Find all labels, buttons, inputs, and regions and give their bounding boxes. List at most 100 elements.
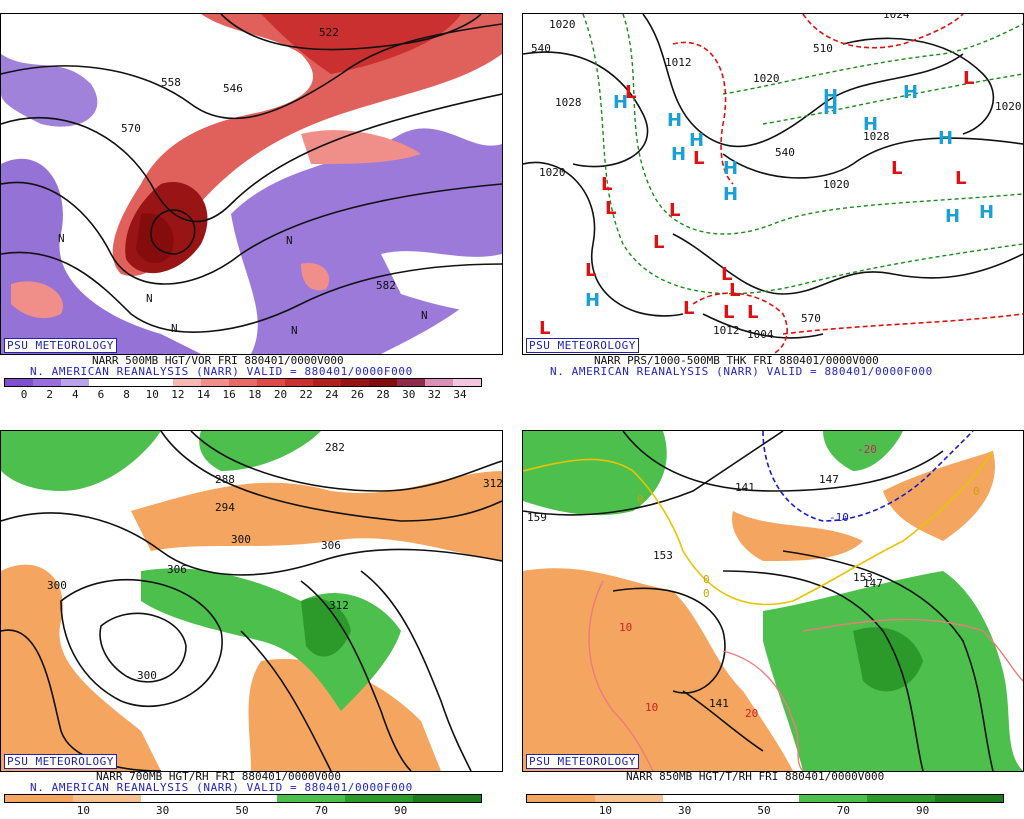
contour-label: 20 (745, 707, 758, 720)
low-pressure-marker: L (683, 298, 694, 319)
contour-label: 306 (167, 563, 187, 576)
colorbar-tick-label: 26 (350, 388, 365, 401)
high-pressure-marker: H (945, 206, 960, 227)
colorbar-tick-label: 2 (46, 388, 53, 401)
rh850-colorbar-ticks: 10 30 50 70 90 (526, 804, 1002, 818)
contour-label: 147 (863, 577, 883, 590)
high-pressure-marker: H (938, 128, 953, 149)
contour-label: 1004 (747, 328, 774, 341)
panel-500mb-vorticity: 522 546 558 570 582 N N N N N N PSU METEOROLOGY NA… (0, 0, 505, 405)
contour-label: 141 (735, 481, 755, 494)
colorbar-swatch (229, 379, 257, 386)
colorbar-swatch (73, 795, 141, 802)
psu-badge: PSU METEOROLOGY (4, 754, 117, 769)
contour-label: 0 (973, 485, 980, 498)
contour-label: -10 (829, 511, 849, 524)
colorbar-tick-label: 18 (248, 388, 262, 401)
high-pressure-marker: H (863, 114, 878, 135)
colorbar-swatch (285, 379, 313, 386)
contour-label: 294 (215, 501, 235, 514)
vorticity-colorbar (4, 378, 482, 387)
colorbar-swatch (345, 795, 413, 802)
panel-700mb-rh: 282 288 294 300 306 312 306 300 312 300 PSU METEO… (0, 417, 505, 819)
colorbar-tick-label: 90 (394, 804, 408, 817)
contour-label: 0 (637, 493, 644, 506)
contour-label: 1020 (753, 72, 780, 85)
colorbar-swatch (413, 795, 481, 802)
low-pressure-marker: L (653, 232, 664, 253)
contour-label: 0 (703, 573, 710, 586)
colorbar-tick-label: 10 (76, 804, 90, 817)
high-pressure-marker: H (979, 202, 994, 223)
low-pressure-marker: L (585, 260, 596, 281)
colorbar-swatch (527, 795, 595, 802)
colorbar-tick-label: 70 (314, 804, 328, 817)
colorbar-tick-label: 8 (123, 388, 130, 401)
low-pressure-marker: L (605, 198, 616, 219)
colorbar-swatch (117, 379, 145, 386)
contour-label: N (58, 232, 65, 245)
map-valid-caption: N. AMERICAN REANALYSIS (NARR) VALID = 88… (30, 781, 413, 794)
low-pressure-marker: L (963, 68, 974, 89)
high-pressure-marker: H (671, 144, 686, 165)
low-pressure-marker: L (693, 148, 704, 169)
contour-label: 546 (223, 82, 243, 95)
colorbar-tick-label: 20 (273, 388, 288, 401)
colorbar-tick-label: 90 (916, 804, 930, 817)
contour-label: 1020 (995, 100, 1022, 113)
contour-label: 312 (329, 599, 349, 612)
psu-badge: PSU METEOROLOGY (4, 338, 117, 353)
contour-label: N (286, 234, 293, 247)
colorbar-tick-label: 50 (235, 804, 249, 817)
colorbar-tick-label: 30 (156, 804, 170, 817)
contour-label: 1024 (883, 14, 910, 21)
colorbar-tick-label: 12 (171, 388, 185, 401)
low-pressure-marker: L (955, 168, 966, 189)
high-pressure-marker: H (723, 184, 738, 205)
colorbar-swatch (209, 795, 277, 802)
rh850-colorbar (526, 794, 1004, 803)
rh850-map: 159 153 147 141 147 153 141 -20 -10 0 0 10 10 20 0 0 (522, 430, 1024, 772)
high-pressure-marker: H (723, 158, 738, 179)
colorbar-swatch (257, 379, 285, 386)
colorbar-tick-label: 0 (20, 388, 28, 401)
contour-label: 582 (376, 279, 396, 292)
colorbar-swatch (145, 379, 173, 386)
contour-label: 540 (531, 42, 551, 55)
colorbar-swatch (663, 795, 731, 802)
colorbar-tick-label: 10 (598, 804, 612, 817)
colorbar-tick-label: 4 (71, 388, 79, 401)
map-valid-caption: N. AMERICAN REANALYSIS (NARR) VALID = 88… (550, 365, 933, 378)
contour-label: 159 (527, 511, 547, 524)
contour-label: 1012 (665, 56, 692, 69)
colorbar-tick-label: 70 (836, 804, 850, 817)
contour-label: N (146, 292, 153, 305)
contour-label: 300 (47, 579, 67, 592)
low-pressure-marker: L (625, 82, 636, 103)
contour-label: 288 (215, 473, 235, 486)
colorbar-swatch (935, 795, 1003, 802)
colorbar-swatch (89, 379, 117, 386)
colorbar-swatch (61, 379, 89, 386)
high-pressure-marker: H (903, 82, 918, 103)
rh-colorbar-ticks: 10 30 50 70 90 (4, 804, 480, 818)
high-pressure-marker: H (689, 130, 704, 151)
colorbar-swatch (141, 795, 209, 802)
colorbar-tick-label: 6 (97, 388, 105, 401)
contour-label: 0 (703, 587, 710, 600)
low-pressure-marker: L (539, 318, 550, 339)
low-pressure-marker: L (729, 280, 740, 301)
contour-label: 558 (161, 76, 181, 89)
contour-label: 153 (653, 549, 673, 562)
contour-label: 1020 (539, 166, 566, 179)
low-pressure-marker: L (669, 200, 680, 221)
colorbar-swatch (425, 379, 453, 386)
contour-label: 570 (121, 122, 141, 135)
map-caption: NARR 500MB HGT/VOR FRI 880401/0000V000 (92, 354, 344, 367)
colorbar-swatch (313, 379, 341, 386)
contour-label: 1028 (555, 96, 582, 109)
contour-label: 1012 (713, 324, 740, 337)
contour-label: 153 (853, 571, 873, 584)
colorbar-swatch (369, 379, 397, 386)
panel-850mb-temp-rh: 159 153 147 141 147 153 141 -20 -10 0 0 10 10 20 0 0 PS… (522, 417, 1024, 819)
